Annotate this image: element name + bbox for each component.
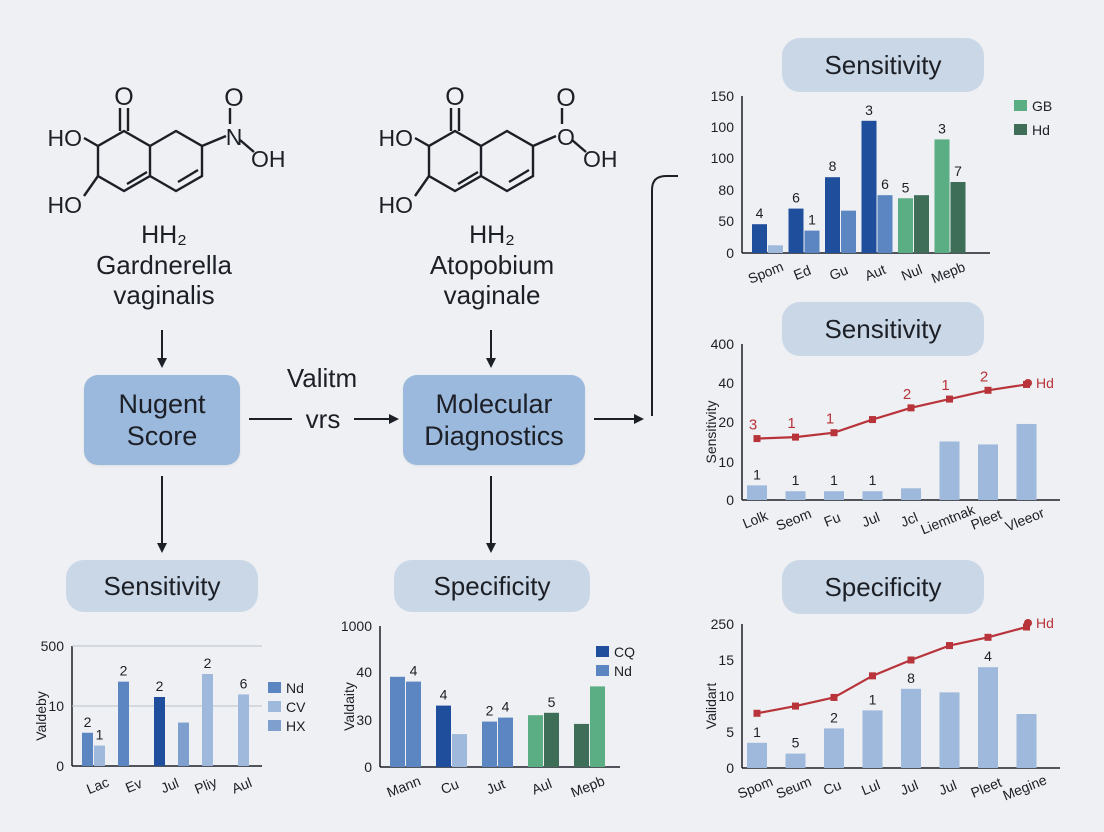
organism-name-line: Atopobium [429, 250, 555, 280]
atom-label: HO [379, 125, 414, 151]
box-line: Molecular [435, 389, 553, 419]
molecule-structure-right [414, 108, 587, 197]
atom-label: OH [251, 146, 286, 172]
pill-sensitivity-bottom-left: Sensitivity [66, 560, 258, 612]
organism-name-line: vaginale [443, 280, 541, 310]
atom-label: HO [48, 192, 83, 218]
atom-label: O [445, 83, 464, 111]
atom-label: O [114, 83, 133, 111]
box-line: Diagnostics [424, 421, 564, 451]
box-line: Score [126, 421, 198, 451]
box-line: Nugent [118, 389, 206, 419]
nugent-score-box: Nugent Score [84, 375, 240, 465]
molecular-diagnostics-box: Molecular Diagnostics [403, 375, 585, 465]
molecule-label-left: HH₂ Gardnerella vaginalis [64, 220, 264, 310]
atom-label: HO [48, 125, 83, 151]
atom-label: HO [379, 192, 414, 218]
organism-name-line: Gardnerella [96, 250, 232, 280]
pill-specificity-bottom-mid: Specificity [394, 560, 590, 612]
pill-sensitivity-right-mid: Sensitivity [782, 302, 984, 356]
pill-sensitivity-right-top: Sensitivity [782, 38, 984, 92]
connector-top-text: Valitm [286, 363, 358, 393]
atom-label: O [224, 84, 243, 112]
molecule-structure-left [83, 108, 255, 197]
atom-label: O [557, 124, 575, 150]
elbow-connector [651, 175, 678, 416]
organism-name-line: vaginalis [113, 280, 215, 310]
pill-specificity-right-bottom: Specificity [782, 560, 984, 614]
connector-bottom-text: vrs [305, 404, 341, 434]
atom-label: O [556, 84, 575, 112]
atom-label: N [226, 124, 243, 150]
molecule-label-right: HH₂ Atopobium vaginale [392, 220, 592, 310]
atom-label: OH [583, 146, 618, 172]
hh2-label: HH₂ [469, 221, 515, 249]
hh2-label: HH₂ [141, 221, 187, 249]
